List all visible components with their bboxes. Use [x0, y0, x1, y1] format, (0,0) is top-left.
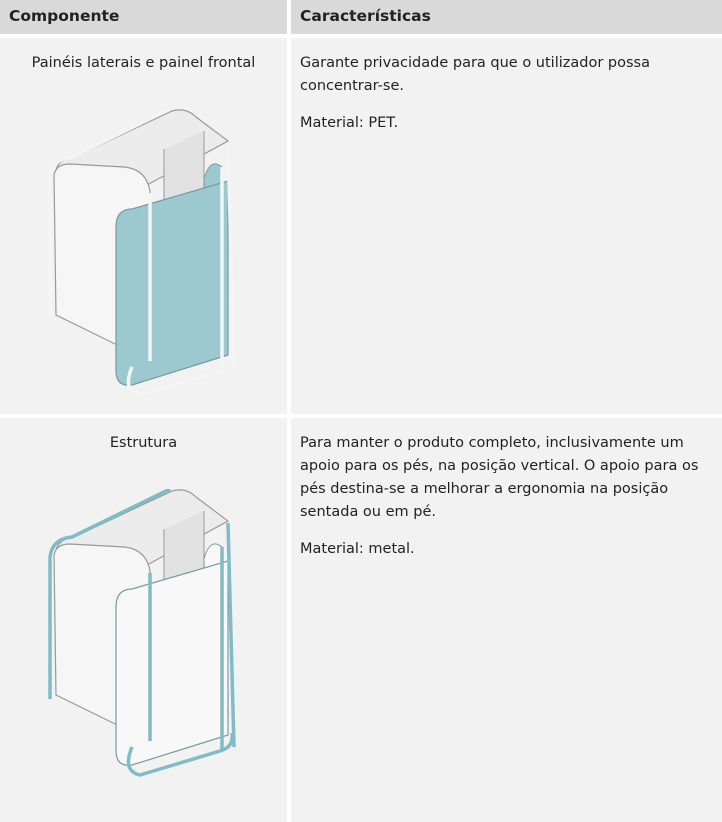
paragraph: Material: metal. — [300, 541, 415, 557]
description-cell: Para manter o produto completo, inclusiv… — [291, 418, 722, 822]
header-cell: Componente — [0, 0, 287, 34]
illustration — [44, 489, 244, 779]
component-name: Estrutura — [109, 435, 178, 451]
header-cell: Características — [291, 0, 722, 34]
illustration — [44, 109, 244, 399]
component-cell: Estrutura — [0, 418, 287, 822]
paragraph: Material: PET. — [300, 115, 399, 131]
paragraph: Para manter o produto completo, inclusiv… — [300, 435, 699, 520]
component-cell: Painéis laterais e painel frontal — [0, 38, 287, 414]
component-name: Painéis laterais e painel frontal — [31, 55, 256, 71]
description-cell: Garante privacidade para que o utilizado… — [291, 38, 722, 414]
paragraph: Garante privacidade para que o utilizado… — [300, 55, 650, 94]
